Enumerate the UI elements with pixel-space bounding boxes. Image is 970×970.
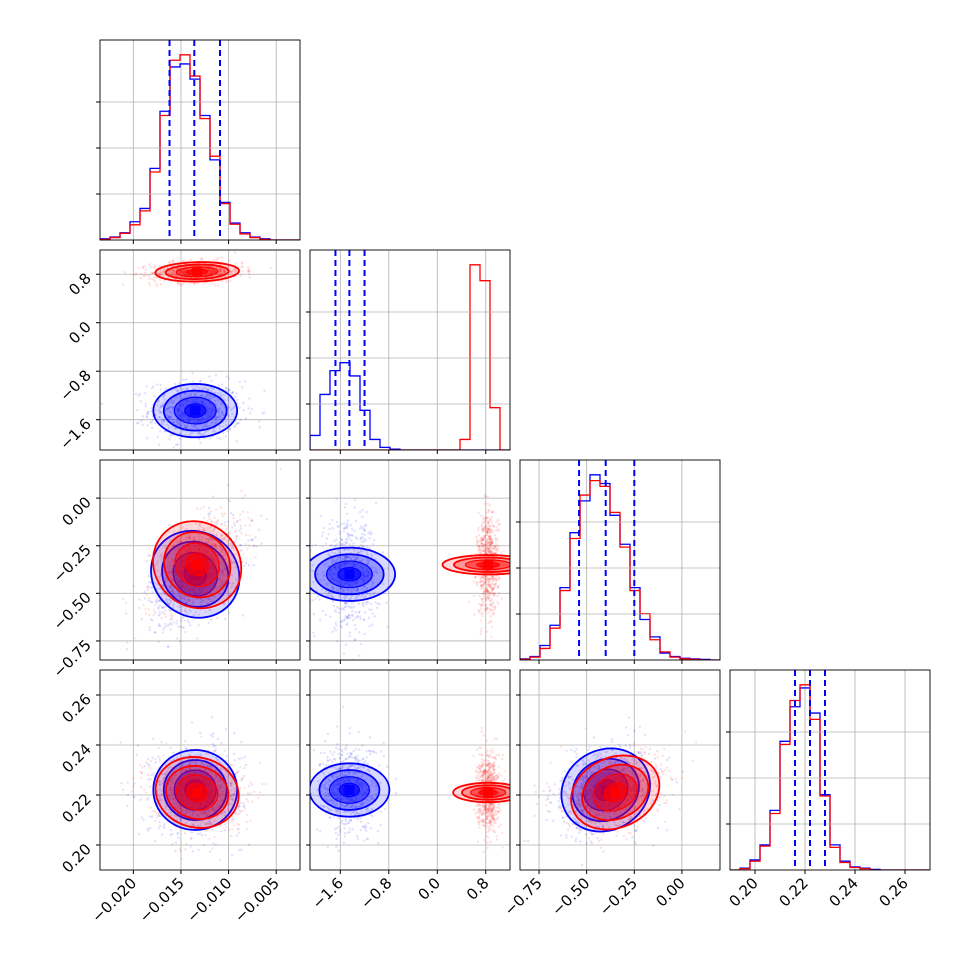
density-peak-red [483,787,494,798]
panel-frame [519,459,721,661]
histogram-blue [310,362,510,450]
density-peak-red [192,559,203,570]
density-peak-blue [190,405,201,416]
panel-frame [309,669,511,871]
panel-3-0: −0.020−0.015−0.010−0.005 0.20 0.22 0.24 0.26 [58,669,301,926]
panel-3-1: −1.6 −0.8 0.0 0.8 [306,669,511,913]
panel-3-2: −0.75 −0.50 −0.25 0.00 [501,669,721,919]
histogram-red [310,264,510,450]
x-tick-label: −0.75 [501,874,546,919]
panel-frame [309,459,511,661]
histogram-red [100,54,300,240]
panel-2-2 [516,459,721,664]
x-tick-label: 0.20 [725,874,761,910]
panel-frame [99,459,301,661]
panel-2-1 [306,459,511,664]
x-tick-label: −0.25 [596,874,641,919]
y-tick-label: 0.8 [65,269,95,299]
y-tick-label: −0.50 [50,588,95,633]
x-tick-label: 0.0 [415,874,445,904]
y-tick-label: −0.25 [50,541,95,586]
panel-2-0: −0.75−0.50−0.25 0.00 [50,459,301,681]
scatter-red [130,735,267,862]
x-tick-label: −0.010 [183,874,235,926]
y-tick-label: 0.20 [58,840,94,876]
y-tick-label: −0.75 [50,636,95,681]
y-tick-label: 0.24 [58,740,94,776]
panel-frame [519,669,721,871]
panel-0-0 [96,39,301,244]
histogram-red [520,479,720,660]
panel-frame [99,249,301,451]
x-tick-label: 0.26 [875,874,911,910]
x-tick-label: 0.8 [463,874,493,904]
panel-1-0: −1.6 −0.8 0.0 0.8 [56,249,301,454]
panel-3-3: 0.20 0.22 0.24 0.26 [725,669,931,910]
x-tick-label: −0.015 [136,874,188,926]
x-tick-label: −1.6 [309,874,347,912]
x-tick-label: −0.005 [231,874,283,926]
x-tick-label: −0.020 [88,874,140,926]
density-peak-red [483,559,494,570]
density-peak-blue [344,785,355,795]
x-tick-label: 0.22 [775,874,811,910]
y-tick-label: 0.00 [58,493,94,529]
density-peak-red [192,787,203,798]
density-peak-red [192,266,203,277]
panel-1-1 [306,249,511,454]
y-tick-label: 0.22 [58,790,94,826]
panel-frame [99,39,301,241]
panel-frame [729,669,931,871]
panel-frame [309,249,511,451]
y-tick-label: −1.6 [56,415,94,453]
x-tick-label: 0.24 [825,874,861,910]
x-tick-label: 0.00 [652,874,688,910]
density-peak-red [610,787,621,798]
x-tick-label: −0.50 [548,874,593,919]
density-peak-blue [344,569,355,580]
x-tick-label: −0.8 [357,874,395,912]
y-tick-label: −0.8 [56,366,94,404]
histogram-red [730,684,930,870]
y-tick-label: 0.26 [58,690,94,726]
panel-frame [99,669,301,871]
y-tick-label: 0.0 [65,318,95,348]
